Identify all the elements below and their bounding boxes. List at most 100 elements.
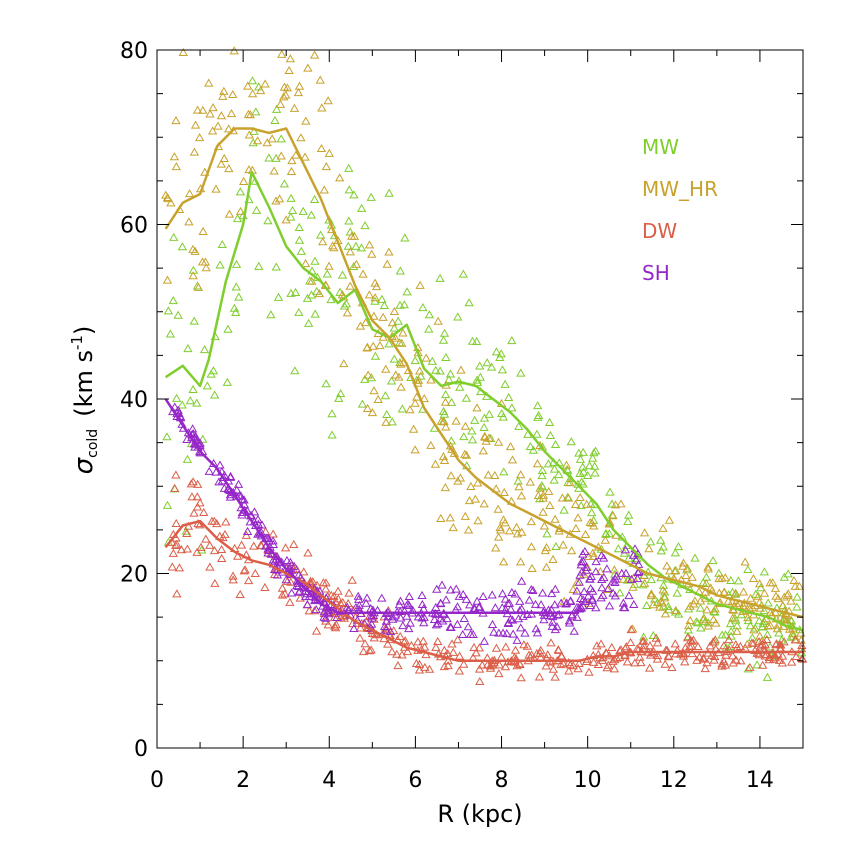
data-point-mw	[165, 329, 176, 338]
data-point-dw	[216, 544, 227, 554]
data-point-sh	[583, 591, 593, 600]
data-point-mw	[197, 545, 207, 554]
data-point-dw	[212, 519, 222, 528]
mean-line-dw	[164, 519, 803, 663]
data-point-sh	[437, 580, 447, 589]
data-point-mw-hr	[535, 483, 545, 492]
data-point-mw-hr	[790, 581, 800, 590]
data-point-dw	[550, 672, 560, 681]
data-point-mw-hr	[483, 470, 493, 479]
data-point-dw	[687, 648, 697, 658]
data-point-sh	[432, 609, 442, 618]
data-point-mw	[393, 316, 403, 325]
data-point-sh	[596, 551, 607, 560]
data-point-sh	[487, 590, 497, 599]
data-point-mw	[185, 396, 195, 405]
data-point-mw-hr	[646, 590, 656, 600]
data-point-dw	[344, 588, 354, 597]
data-point-mw-hr	[771, 591, 781, 600]
data-point-dw	[250, 568, 260, 577]
data-point-sh	[398, 621, 408, 630]
data-point-mw-hr	[349, 231, 360, 240]
data-point-dw	[500, 662, 511, 671]
data-point-mw	[658, 542, 668, 551]
data-point-dw	[709, 655, 719, 664]
data-point-mw-hr	[398, 328, 408, 337]
data-point-mw-hr	[755, 631, 765, 640]
data-point-mw-hr	[382, 259, 392, 268]
data-point-mw	[759, 616, 769, 625]
data-point-dw	[443, 660, 453, 670]
data-point-sh	[497, 589, 508, 598]
data-point-mw	[554, 470, 564, 479]
data-point-mw-hr	[573, 513, 583, 522]
data-point-mw-hr	[728, 613, 738, 622]
data-point-sh	[564, 618, 575, 627]
data-point-mw	[377, 294, 387, 303]
data-point-mw-hr	[455, 473, 466, 482]
data-point-mw-hr	[660, 593, 670, 602]
data-point-sh	[618, 602, 629, 611]
data-point-mw-hr	[369, 386, 379, 395]
data-point-dw	[309, 606, 320, 615]
data-point-mw-hr	[609, 565, 620, 574]
data-point-mw	[586, 507, 597, 517]
data-point-dw	[501, 642, 511, 651]
data-point-dw	[636, 658, 646, 667]
data-point-mw-hr	[772, 624, 783, 633]
data-point-mw-hr	[362, 403, 373, 412]
data-point-dw	[774, 655, 785, 664]
data-point-sh	[236, 491, 246, 500]
data-point-sh	[294, 587, 304, 596]
data-point-mw-hr	[367, 408, 378, 417]
data-point-mw-hr	[373, 394, 383, 404]
data-point-mw-hr	[789, 575, 799, 585]
data-point-sh	[433, 619, 443, 628]
data-point-dw	[360, 639, 370, 648]
data-point-sh	[417, 613, 427, 622]
data-point-sh	[286, 588, 297, 597]
data-point-mw-hr	[324, 261, 334, 270]
data-point-sh	[507, 615, 518, 624]
data-point-mw-hr	[464, 496, 475, 505]
data-point-dw	[474, 643, 485, 652]
data-point-sh	[503, 598, 513, 607]
data-point-mw	[691, 617, 701, 626]
data-point-mw-hr	[410, 445, 420, 454]
data-point-mw-hr	[375, 340, 385, 350]
data-point-sh	[575, 570, 585, 579]
data-point-sh	[550, 600, 560, 609]
data-point-sh	[225, 472, 236, 481]
data-point-mw-hr	[369, 311, 379, 320]
data-point-mw	[574, 448, 584, 457]
data-point-sh	[395, 596, 406, 605]
data-point-dw	[510, 645, 521, 654]
data-point-mw-hr	[169, 152, 180, 161]
data-point-mw	[341, 299, 352, 308]
data-point-dw	[564, 666, 574, 675]
y-axis-label-symbol: σ	[69, 456, 99, 474]
data-point-mw	[439, 328, 450, 337]
data-point-mw	[472, 378, 483, 387]
data-point-mw	[198, 434, 208, 443]
y-axis: 0 20 40 60 80	[120, 39, 803, 762]
data-point-mw	[395, 266, 405, 275]
data-point-mw-hr	[201, 263, 211, 272]
data-point-mw-hr	[397, 338, 407, 347]
data-point-mw-hr	[339, 359, 349, 368]
data-point-mw	[533, 410, 544, 419]
data-point-mw	[759, 606, 769, 615]
data-point-mw-hr	[461, 450, 472, 459]
data-point-dw	[698, 654, 709, 663]
data-point-sh	[459, 613, 469, 622]
data-point-sh	[487, 619, 498, 629]
data-point-mw	[217, 239, 227, 249]
data-point-dw	[189, 508, 199, 517]
data-point-mw	[394, 338, 405, 347]
data-point-mw-hr	[473, 478, 483, 487]
data-point-mw	[514, 421, 524, 430]
data-point-sh	[215, 460, 225, 469]
data-point-mw-hr	[595, 566, 606, 576]
data-point-mw	[357, 399, 368, 408]
data-point-mw	[575, 468, 585, 477]
